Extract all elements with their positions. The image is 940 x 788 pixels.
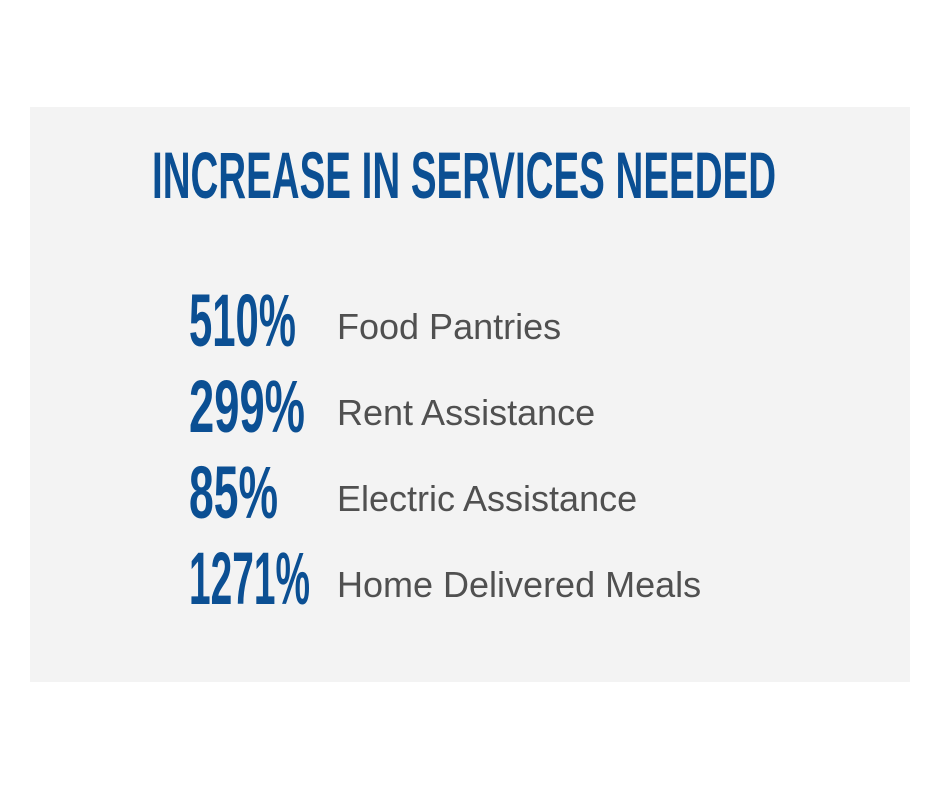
- stat-label: Home Delivered Meals: [337, 564, 701, 605]
- stat-label: Rent Assistance: [337, 392, 595, 433]
- stat-value: 85%: [189, 451, 278, 534]
- stat-value: 1271%: [189, 537, 310, 620]
- stat-label: Food Pantries: [337, 306, 561, 347]
- stat-value: 510%: [189, 279, 296, 362]
- stat-value: 299%: [189, 365, 305, 448]
- panel: [30, 107, 910, 682]
- stat-label: Electric Assistance: [337, 478, 637, 519]
- title: INCREASE IN SERVICES NEEDED: [152, 138, 776, 212]
